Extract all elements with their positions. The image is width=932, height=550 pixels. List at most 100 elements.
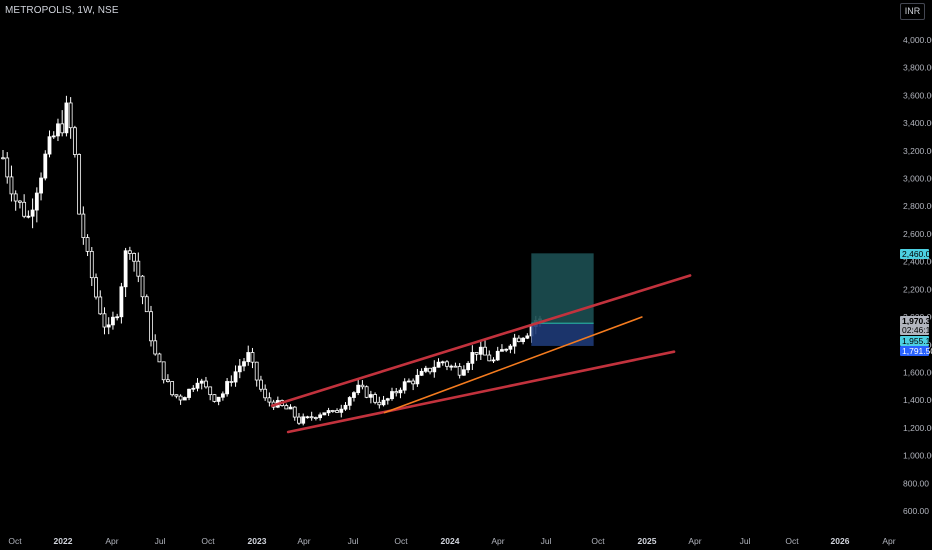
candle-body xyxy=(149,311,153,342)
candle-body xyxy=(343,404,348,410)
price-badge xyxy=(900,336,929,346)
candle-body xyxy=(411,380,416,385)
candle-body xyxy=(115,316,120,319)
candle-body xyxy=(220,393,225,398)
time-axis[interactable]: Oct 2022 Apr Jul Oct 2023 Apr Jul Oct 2024 Apr Jul O… xyxy=(8,536,895,546)
price-tick-label: 4,000.00 xyxy=(903,35,932,45)
candle-body xyxy=(326,410,331,414)
price-tick-label: 3,600.00 xyxy=(903,90,932,100)
price-badge-label: 02:46:16 xyxy=(902,325,932,335)
time-tick-label: Apr xyxy=(297,536,310,546)
candle-body xyxy=(347,397,352,406)
candle-body xyxy=(98,296,103,315)
candle-body xyxy=(5,157,10,178)
price-axis-background xyxy=(897,0,932,550)
candle-body xyxy=(140,275,145,298)
price-tick-label: 1,400.00 xyxy=(903,395,932,405)
candle-body xyxy=(13,193,18,202)
candle-body xyxy=(491,359,496,362)
candle-body xyxy=(390,391,394,400)
candle-body xyxy=(402,381,407,391)
candle-body xyxy=(132,253,136,262)
candle-body xyxy=(440,361,445,364)
candle-body xyxy=(457,366,462,376)
candle-body xyxy=(229,381,234,383)
candle-body xyxy=(297,416,301,424)
candle-body xyxy=(512,337,517,347)
candle-body xyxy=(136,260,141,277)
candle-body xyxy=(428,367,432,373)
candle-body xyxy=(153,340,158,355)
candle-body xyxy=(34,192,39,211)
candle-body xyxy=(487,354,492,362)
price-tick-label: 800.00 xyxy=(903,478,929,488)
trendline-group[interactable] xyxy=(270,274,692,434)
candle-body xyxy=(415,374,420,385)
candle-body xyxy=(51,135,56,138)
candle-body xyxy=(381,399,386,406)
candle-body xyxy=(419,370,424,376)
candle-body xyxy=(364,386,369,398)
price-badge xyxy=(900,325,929,335)
candle-body xyxy=(360,384,365,388)
trendline-red-0[interactable] xyxy=(270,274,692,408)
candle-body xyxy=(301,416,306,424)
long-position-tool[interactable] xyxy=(531,253,594,346)
symbol-title: METROPOLIS, 1W, NSE xyxy=(5,5,119,16)
trendline-orange-2[interactable] xyxy=(383,316,643,414)
price-tick-label: 3,200.00 xyxy=(903,146,932,156)
candle-body xyxy=(521,337,525,343)
candle-body xyxy=(305,416,310,419)
price-badge xyxy=(900,316,929,326)
candle-body xyxy=(478,346,483,355)
candle-body xyxy=(525,335,530,339)
price-badge-label: 1,970.30 xyxy=(902,316,932,326)
candle-body xyxy=(398,389,403,394)
candle-body xyxy=(119,286,124,318)
candle-body xyxy=(68,102,73,129)
candle-body xyxy=(77,154,82,215)
time-tick-label: 2024 xyxy=(441,536,460,546)
candle-body xyxy=(39,177,43,194)
price-tick-label: 1,600.00 xyxy=(903,367,932,377)
candle-body xyxy=(377,401,382,406)
candle-body xyxy=(208,386,213,396)
time-tick-label: Oct xyxy=(785,536,799,546)
currency-button[interactable]: INR xyxy=(900,3,925,20)
price-badge-label: 2,460.00 xyxy=(902,249,932,259)
candle-body xyxy=(170,381,175,396)
price-tick-label: 2,800.00 xyxy=(903,201,932,211)
candle-body xyxy=(449,365,454,368)
stop-zone[interactable] xyxy=(531,323,594,346)
price-badge xyxy=(900,346,929,356)
candle-body xyxy=(212,394,217,402)
candle-body xyxy=(385,398,390,401)
candle-body xyxy=(288,406,293,410)
candle-body xyxy=(466,362,471,371)
candle-body xyxy=(237,365,242,373)
candle-body xyxy=(394,391,399,394)
trendline-red-1[interactable] xyxy=(286,350,676,434)
candle-body xyxy=(216,396,221,402)
candle-body xyxy=(508,345,513,350)
candle-body xyxy=(309,416,314,419)
target-zone[interactable] xyxy=(531,253,594,324)
price-tick-label: 2,200.00 xyxy=(903,284,932,294)
candle-body xyxy=(284,405,289,410)
time-tick-label: Jul xyxy=(348,536,359,546)
time-tick-label: 2022 xyxy=(54,536,73,546)
candle-body xyxy=(246,352,251,363)
price-tick-label: 1,000.00 xyxy=(903,451,932,461)
time-tick-label: Apr xyxy=(105,536,118,546)
candle-body xyxy=(174,394,179,397)
candle-body xyxy=(56,123,60,137)
candle-body xyxy=(474,352,479,355)
price-axis[interactable]: 4,000.00 3,800.00 3,600.00 3,400.00 3,200.00… xyxy=(897,0,932,550)
candle-body xyxy=(453,365,458,368)
candle-body xyxy=(373,394,377,403)
price-tick-label: 3,800.00 xyxy=(903,63,932,73)
candle-body xyxy=(191,387,196,390)
candle-body xyxy=(432,366,437,373)
